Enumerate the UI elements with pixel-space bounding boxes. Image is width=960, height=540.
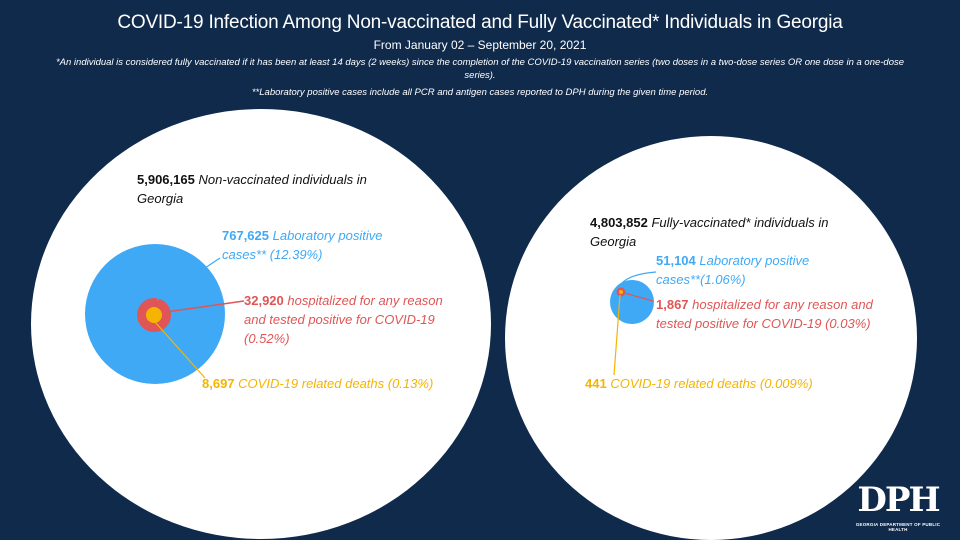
non-vaccinated-hosp-label: 32,920 hospitalized for any reason and t… [244,291,454,348]
non-vaccinated-hosp-leader [165,300,245,313]
non-vaccinated-hosp-number: 32,920 [244,293,284,308]
non-vaccinated-cases-text: Laboratory positive cases** (12.39%) [222,228,383,262]
non-vaccinated-cases-leader [156,257,221,301]
non-vaccinated-deaths-number: 8,697 [202,376,235,391]
vaccinated-hosp-number: 1,867 [656,297,689,312]
non-vaccinated-population-text: Non-vaccinated individuals in Georgia [137,172,367,206]
vaccinated-population-text: Fully-vaccinated* individuals in Georgia [590,215,829,249]
vaccinated-deaths-number: 441 [585,376,607,391]
vaccinated-deaths-circle [619,290,623,294]
vaccinated-hosp-label: 1,867 hospitalized for any reason and te… [656,295,886,333]
non-vaccinated-deaths-label: 8,697 COVID-19 related deaths (0.13%) [202,374,452,393]
dph-logo-text: DPH [857,480,940,520]
vaccinated-cases-circle [610,280,654,324]
date-range: From January 02 – September 20, 2021 [373,38,587,52]
non-vaccinated-deaths-leader [154,321,206,379]
vaccinated-cases-number: 51,104 [656,253,696,268]
vaccination-definition-note: *An individual is considered fully vacci… [55,57,905,81]
vaccinated-population-label: 4,803,852 Fully-vaccinated* individuals … [590,213,870,251]
non-vaccinated-hosp-text: hospitalized for any reason and tested p… [244,293,443,346]
non-vaccinated-deaths-circle [146,307,162,323]
vaccinated-deaths-text: COVID-19 related deaths (0.009%) [610,376,813,391]
vaccinated-cases-leader [620,271,657,285]
vaccinated-population-number: 4,803,852 [590,215,648,230]
vaccinated-cases-text: Laboratory positive cases**(1.06%) [656,253,810,287]
vaccinated-cases-label: 51,104 Laboratory positive cases**(1.06%… [656,251,846,289]
non-vaccinated-cases-number: 767,625 [222,228,269,243]
vaccinated-hosp-leader [623,292,654,302]
vaccinated-deaths-leader [613,294,621,376]
non-vaccinated-population-number: 5,906,165 [137,172,195,187]
dph-logo-subtext: GEORGIA DEPARTMENT OF PUBLIC HEALTH [855,522,941,532]
page-title: COVID-19 Infection Among Non-vaccinated … [117,12,843,33]
vaccinated-population-circle [505,136,917,540]
vaccinated-deaths-label: 441 COVID-19 related deaths (0.009%) [585,374,855,393]
dph-logo: DPH GEORGIA DEPARTMENT OF PUBLIC HEALTH [852,480,944,532]
vaccinated-hosp-text: hospitalized for any reason and tested p… [656,297,873,331]
non-vaccinated-population-label: 5,906,165 Non-vaccinated individuals in … [137,170,407,208]
lab-cases-note: **Laboratory positive cases include all … [251,87,709,98]
non-vaccinated-deaths-text: COVID-19 related deaths (0.13%) [238,376,434,391]
non-vaccinated-cases-label: 767,625 Laboratory positive cases** (12.… [222,226,422,264]
